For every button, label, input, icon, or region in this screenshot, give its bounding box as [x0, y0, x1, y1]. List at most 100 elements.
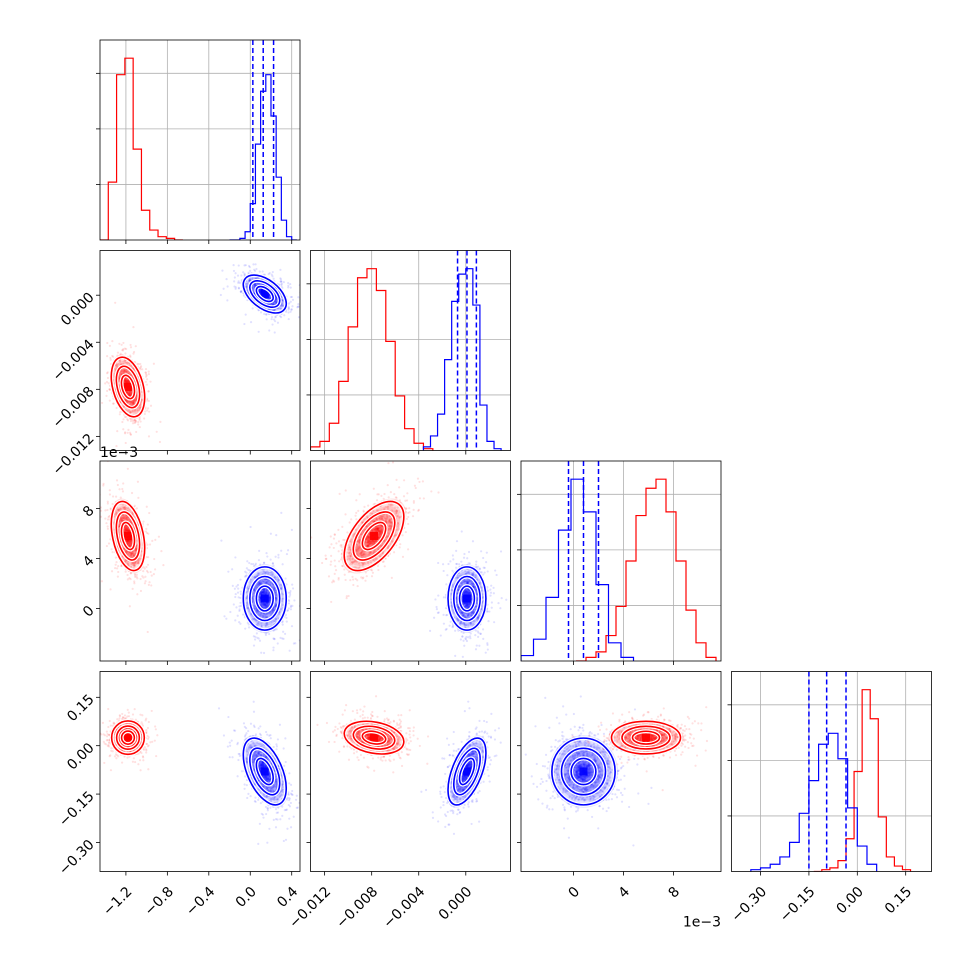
scatter-point — [122, 370, 125, 374]
scatter-point — [124, 529, 128, 532]
scatter-point — [133, 401, 136, 405]
scatter-point — [127, 400, 130, 403]
scatter-point — [116, 362, 119, 365]
scatter-point — [131, 562, 134, 565]
scatter-point — [132, 402, 135, 405]
scatter-point — [126, 381, 129, 384]
scatter-point — [126, 517, 129, 521]
scatter-point — [258, 288, 261, 291]
scatter-point — [111, 551, 114, 554]
scatter-point — [134, 549, 137, 552]
scatter-point — [109, 507, 112, 510]
scatter-point — [129, 519, 132, 522]
scatter-point — [127, 392, 130, 395]
scatter-point — [122, 503, 125, 506]
scatter-point — [134, 548, 137, 551]
scatter-point — [144, 580, 147, 583]
scatter-point — [136, 593, 139, 596]
scatter-point — [124, 381, 127, 384]
scatter-point — [123, 506, 127, 509]
scatter-point — [157, 535, 161, 538]
scatter-point — [289, 282, 292, 286]
scatter-point — [279, 280, 283, 283]
scatter-point — [127, 529, 130, 532]
scatter-point — [126, 431, 129, 434]
scatter-point — [265, 313, 268, 316]
scatter-point — [144, 530, 148, 533]
scatter-point — [258, 270, 261, 273]
scatter-point — [122, 428, 125, 431]
scatter-point — [120, 518, 124, 521]
scatter-point — [130, 401, 133, 404]
scatter-point — [126, 578, 129, 581]
scatter-point — [243, 272, 246, 275]
scatter-point — [154, 568, 157, 571]
scatter-point — [133, 418, 136, 421]
scatter-point — [125, 540, 128, 543]
scatter-point — [126, 562, 129, 565]
scatter-point — [275, 297, 278, 300]
scatter-point — [281, 305, 285, 308]
scatter-point — [111, 502, 114, 506]
scatter-point — [107, 516, 110, 519]
scatter-point — [247, 264, 251, 268]
scatter-point — [119, 370, 122, 373]
scatter-point — [271, 303, 274, 306]
scatter-point — [125, 529, 128, 533]
scatter-point — [104, 509, 107, 512]
scatter-point — [133, 552, 136, 555]
scatter-point — [125, 515, 128, 518]
scatter-point — [130, 541, 133, 544]
scatter-point — [109, 588, 112, 591]
scatter-point — [126, 528, 129, 531]
scatter-point — [124, 380, 127, 383]
scatter-point — [128, 402, 131, 405]
contour-series-1 — [255, 285, 274, 303]
scatter-point — [102, 482, 105, 485]
scatter-point — [259, 311, 263, 314]
scatter-point — [144, 575, 147, 578]
scatter-point — [231, 584, 234, 587]
scatter-point — [126, 525, 129, 528]
scatter-point — [258, 290, 262, 294]
scatter-point — [120, 369, 124, 372]
scatter-point — [132, 419, 135, 423]
scatter-point — [285, 616, 288, 619]
scatter-point — [126, 539, 129, 542]
scatter-point — [125, 416, 128, 419]
scatter-point — [119, 517, 123, 520]
scatter-point — [162, 563, 165, 567]
scatter-point — [244, 313, 247, 316]
scatter-point — [113, 368, 117, 371]
scatter-point — [108, 493, 111, 496]
scatter-point — [126, 539, 129, 542]
scatter-point — [282, 281, 285, 284]
scatter-point — [258, 289, 261, 292]
scatter-point — [274, 316, 277, 319]
panel-frame — [99, 39, 301, 241]
scatter-point — [108, 388, 111, 391]
scatter-point — [130, 411, 133, 414]
scatter-point — [142, 520, 145, 523]
scatter-point — [236, 591, 240, 594]
scatter-point — [123, 517, 126, 521]
scatter-point — [126, 527, 129, 530]
scatter-point — [126, 542, 130, 546]
scatter-point — [131, 561, 135, 565]
scatter-point — [128, 530, 131, 533]
y-tick-label: −0.012 — [50, 431, 98, 479]
scatter-point — [124, 370, 128, 373]
scatter-point — [127, 400, 130, 403]
scatter-point — [131, 400, 134, 403]
scatter-point — [289, 295, 292, 299]
scatter-point — [120, 564, 123, 567]
scatter-point — [133, 399, 136, 403]
scatter-point — [130, 552, 134, 555]
scatter-point — [139, 362, 142, 366]
scatter-point — [123, 506, 126, 509]
scatter-point — [285, 310, 288, 313]
scatter-point — [127, 539, 130, 542]
scatter-point — [130, 553, 133, 556]
scatter-point — [133, 573, 137, 576]
scatter-point — [146, 571, 150, 574]
